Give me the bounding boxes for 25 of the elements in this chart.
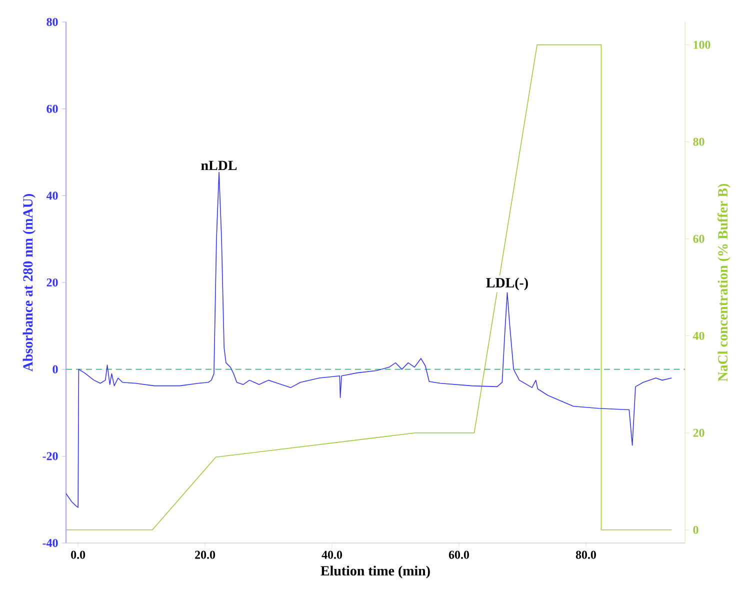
line-series	[66, 44, 672, 530]
x-tick-label: 40.0	[322, 550, 342, 559]
y-tick-label: 20	[46, 278, 58, 287]
y2-tick-label: 40	[692, 332, 704, 340]
y2-tick-label: 60	[693, 234, 704, 243]
x-tick-label: 60.0	[448, 550, 469, 559]
y2-axis-title: NaCl concentration (% Buffer B)	[718, 184, 730, 382]
y-tick-label: 40	[46, 192, 58, 200]
annotation: LDL(-)	[486, 278, 528, 290]
y2-tick-label: 80	[693, 138, 704, 146]
y-tick-label: -20	[42, 452, 58, 460]
y-tick-label: 80	[46, 18, 58, 26]
y-tick-label: 60	[46, 104, 58, 113]
y2-tick-label: 20	[693, 428, 704, 437]
x-tick-label: 20.0	[195, 550, 216, 559]
y2-tick-label: 100	[694, 40, 710, 49]
annotation: nLDL	[201, 160, 237, 170]
x-axis-title: Elution time (min)	[320, 566, 430, 578]
y-tick-label: -40	[42, 538, 58, 548]
x-tick-label: 0.0	[71, 550, 86, 559]
y-axis-title: Absorbance at 280 nm (mAU)	[22, 194, 36, 372]
y-tick-label: 0	[52, 365, 58, 374]
y2-tick-label: 0	[693, 526, 698, 534]
line-series	[66, 172, 672, 508]
x-tick-label: 80.0	[576, 550, 596, 559]
